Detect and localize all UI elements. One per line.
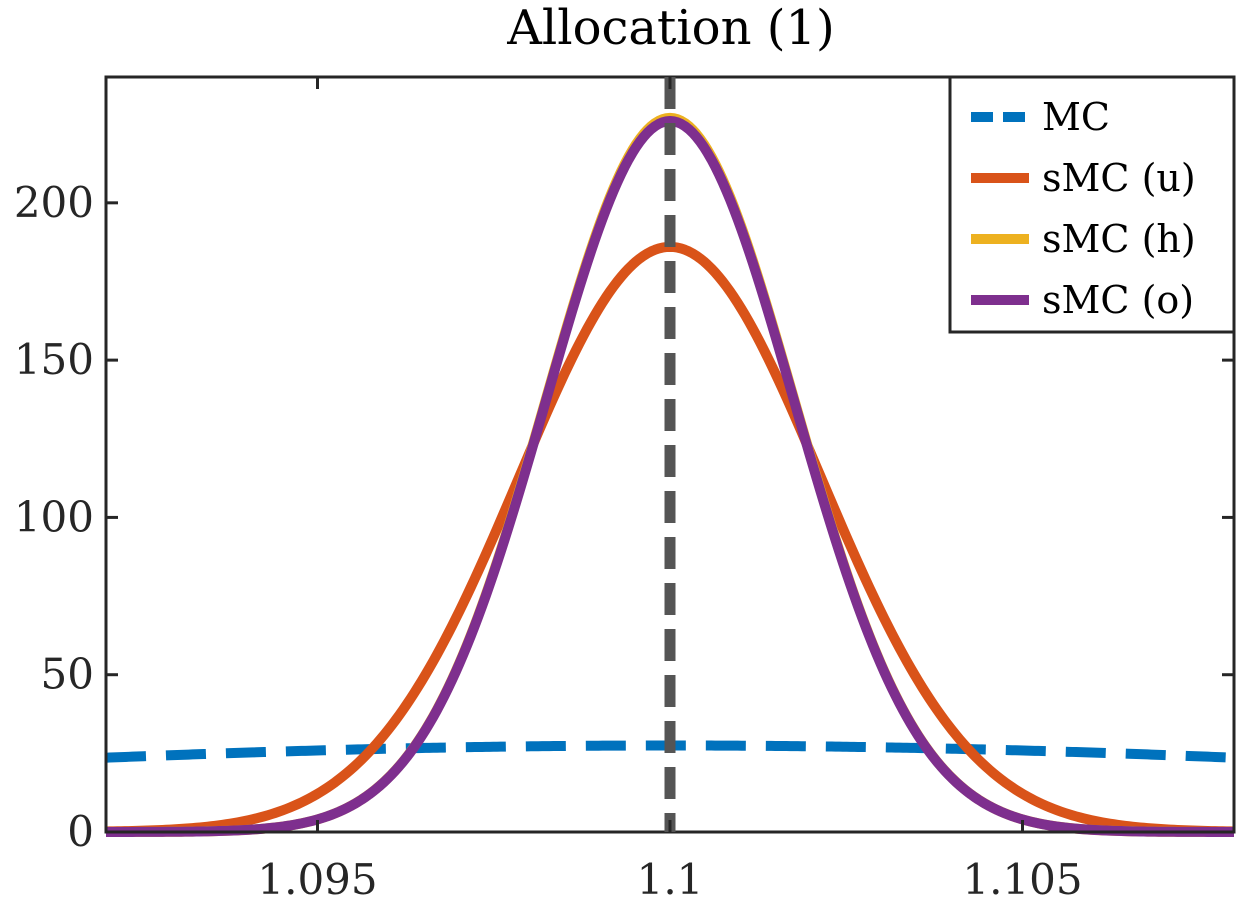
y-tick-label: 50 (41, 650, 94, 699)
legend-label-1: sMC (u) (1042, 156, 1196, 200)
y-tick-label: 150 (14, 335, 94, 384)
x-axis: 1.095 1.1 1.105 (257, 77, 1083, 904)
legend-box (948, 75, 1236, 334)
y-tick-label: 100 (14, 492, 94, 541)
y-axis: 0 50 100 150 200 (14, 178, 1234, 856)
x-tick-label: 1.105 (962, 855, 1082, 904)
legend-label-3: sMC (o) (1042, 278, 1194, 322)
chart-title: Allocation (1) (506, 0, 834, 56)
legend-label-0: MC (1042, 95, 1110, 139)
legend: MC sMC (u) sMC (h) sMC (o) (948, 75, 1236, 334)
y-tick-label: 0 (67, 807, 94, 856)
x-tick-label: 1.095 (257, 855, 377, 904)
y-tick-label: 200 (14, 178, 94, 227)
legend-label-2: sMC (h) (1042, 217, 1196, 261)
x-tick-label: 1.1 (637, 855, 704, 904)
series-line-3 (104, 116, 1236, 837)
